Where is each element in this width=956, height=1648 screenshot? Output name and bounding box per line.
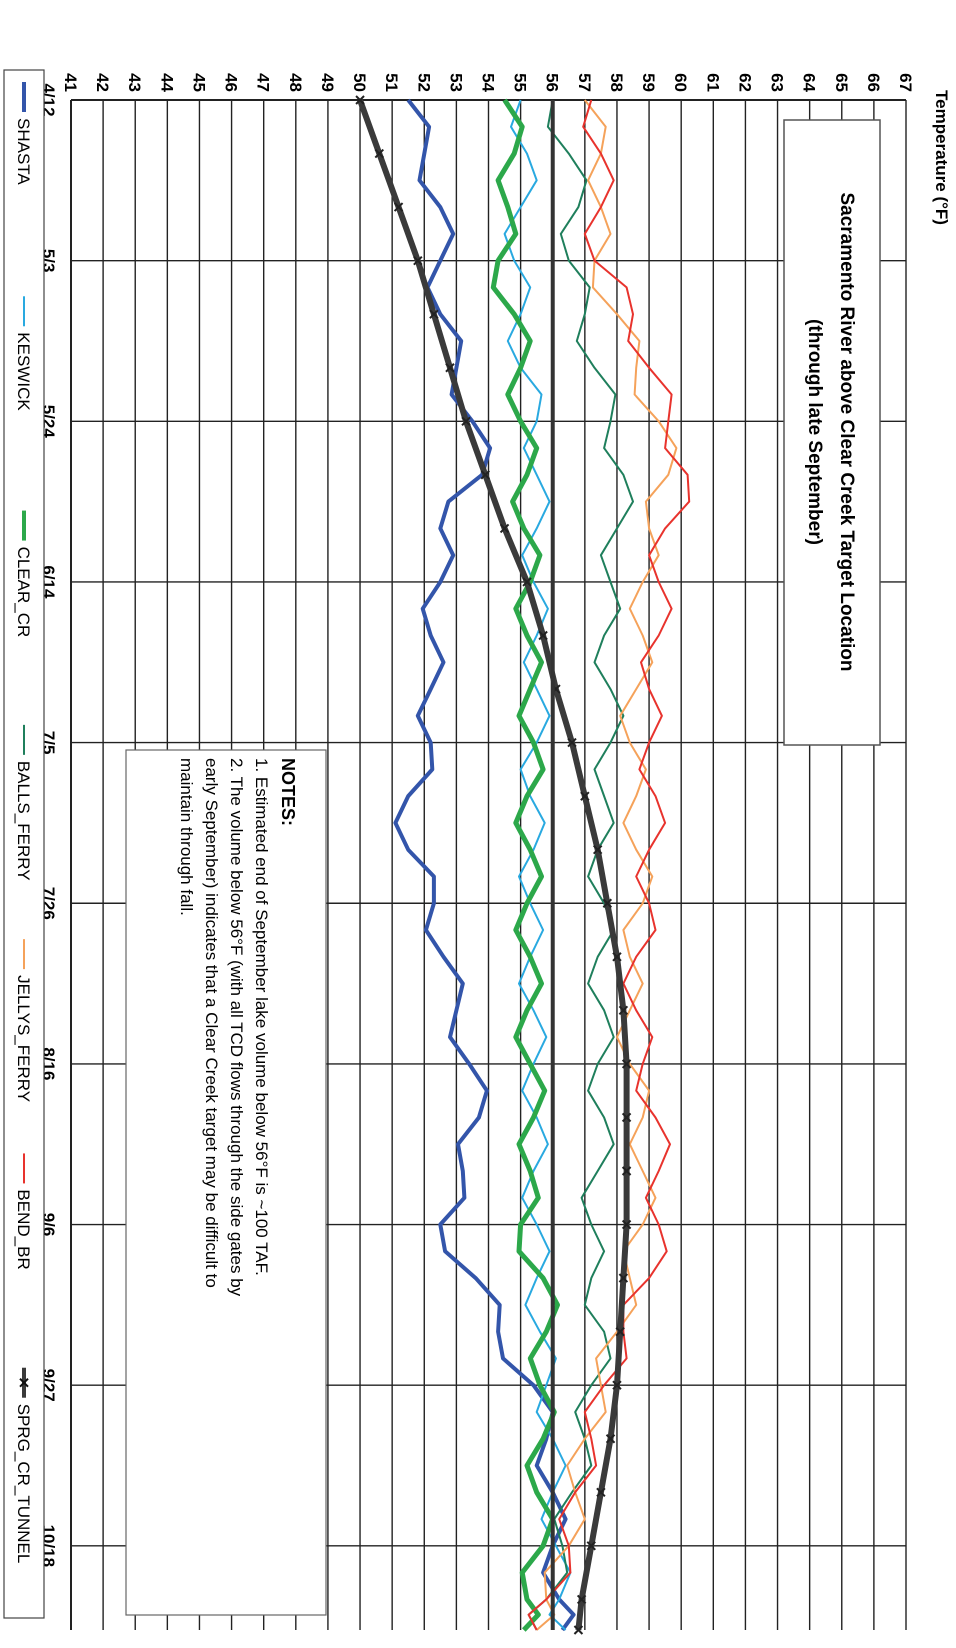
notes-line-1: 1. Estimated end of September lake volum…	[252, 758, 271, 1276]
data-point-marker	[538, 630, 548, 641]
data-point-marker	[429, 309, 439, 319]
legend-label: KESWICK	[14, 332, 33, 411]
data-point-marker	[621, 1059, 632, 1069]
y-tick-label: 62	[735, 73, 754, 92]
y-tick-label: 45	[189, 73, 208, 92]
y-tick-label: 59	[639, 73, 658, 92]
legend-label: SPRG_CR_TUNNEL	[14, 1404, 33, 1564]
data-point-marker	[445, 363, 455, 373]
data-point-marker	[618, 1273, 629, 1283]
legend-label: BALLS_FERRY	[14, 761, 33, 881]
y-tick-label: 54	[479, 73, 498, 92]
y-tick-label: 44	[157, 73, 176, 92]
y-tick-label: 58	[607, 73, 626, 92]
title-box: Sacramento River above Clear Creek Targe…	[783, 119, 881, 746]
notes-heading: NOTES:	[278, 758, 298, 826]
y-tick-label: 46	[222, 73, 241, 92]
data-point-marker	[567, 737, 577, 748]
series-clear-cr	[490, 98, 560, 1632]
notes-line-4: maintain through fall.	[177, 758, 196, 916]
notes-box: NOTES: 1. Estimated end of September lak…	[125, 749, 327, 1616]
data-point-marker	[618, 1005, 629, 1016]
y-tick-label: 65	[832, 73, 851, 92]
y-tick-label: 50	[350, 73, 369, 92]
y-axis-label: Temperature (°F)	[932, 90, 951, 225]
data-point-marker	[374, 148, 385, 159]
series-bend-br	[527, 99, 691, 1631]
data-point-marker	[605, 1434, 616, 1444]
legend-label: SHASTA	[14, 118, 33, 185]
legend-label: JELLYS_FERRY	[14, 975, 33, 1102]
series-balls-ferry	[527, 99, 634, 1631]
data-point-marker	[576, 1594, 587, 1605]
data-point-marker	[592, 844, 603, 855]
data-point-marker	[413, 255, 423, 266]
y-tick-label: 48	[286, 73, 305, 92]
data-point-marker	[393, 202, 404, 212]
data-point-marker	[612, 952, 622, 962]
data-point-marker	[621, 1219, 632, 1230]
y-tick-label: 51	[382, 73, 401, 92]
data-point-marker	[621, 1166, 632, 1176]
series-shasta	[393, 98, 576, 1632]
y-tick-label: 61	[703, 73, 722, 92]
series-layer	[355, 95, 691, 1635]
chart-title: Sacramento River above Clear Creek Targe…	[836, 192, 857, 671]
data-point-marker	[499, 523, 510, 534]
chart-subtitle: (through late September)	[804, 319, 825, 545]
data-point-marker	[522, 577, 532, 587]
notes-line-3: early September) indicates that a Clear …	[202, 758, 221, 1288]
notes-line-2: 2. The volume below 56°F (with all TCD f…	[227, 758, 246, 1297]
y-tick-label: 60	[671, 73, 690, 92]
data-point-marker	[602, 898, 613, 908]
data-point-marker	[586, 1541, 596, 1551]
y-tick-label: 55	[511, 73, 530, 92]
y-tick-label: 47	[254, 73, 273, 92]
y-tick-label: 41	[61, 73, 80, 92]
y-tick-label: 57	[575, 73, 594, 92]
series-jellys-ferry	[536, 99, 678, 1631]
y-tick-labels: 41 42 43 44 45 46 47 48 49 50 51 52 53 54 55 56 57 58 59 60…	[61, 73, 915, 92]
data-point-marker	[596, 1487, 606, 1498]
y-tick-label: 63	[768, 73, 787, 92]
series-sprg-cr-tunnel	[357, 98, 630, 1631]
legend: SHASTA KESWICK CLEAR_CR BALLS_FERRY JELLYS_F…	[3, 69, 45, 1619]
data-point-marker	[580, 791, 590, 801]
legend-label: CLEAR_CR	[14, 547, 33, 638]
data-point-marker	[355, 95, 365, 105]
data-point-marker	[480, 470, 490, 480]
data-point-marker	[612, 1380, 622, 1390]
legend-label: BEND_BR	[14, 1189, 33, 1269]
y-tick-label: 53	[446, 73, 465, 92]
data-point-marker	[615, 1326, 625, 1337]
y-tick-label: 43	[125, 73, 144, 92]
y-tick-label: 56	[543, 73, 562, 92]
y-tick-label: 49	[318, 73, 337, 92]
y-tick-label: 67	[896, 73, 915, 92]
y-tick-label: 52	[414, 73, 433, 92]
data-point-marker	[461, 416, 471, 427]
y-tick-label: 64	[800, 73, 819, 92]
y-tick-label: 42	[93, 73, 112, 92]
data-point-marker	[621, 1112, 632, 1123]
legend-marker	[19, 1378, 29, 1388]
y-tick-label: 66	[864, 73, 883, 92]
data-point-marker	[573, 1625, 584, 1635]
